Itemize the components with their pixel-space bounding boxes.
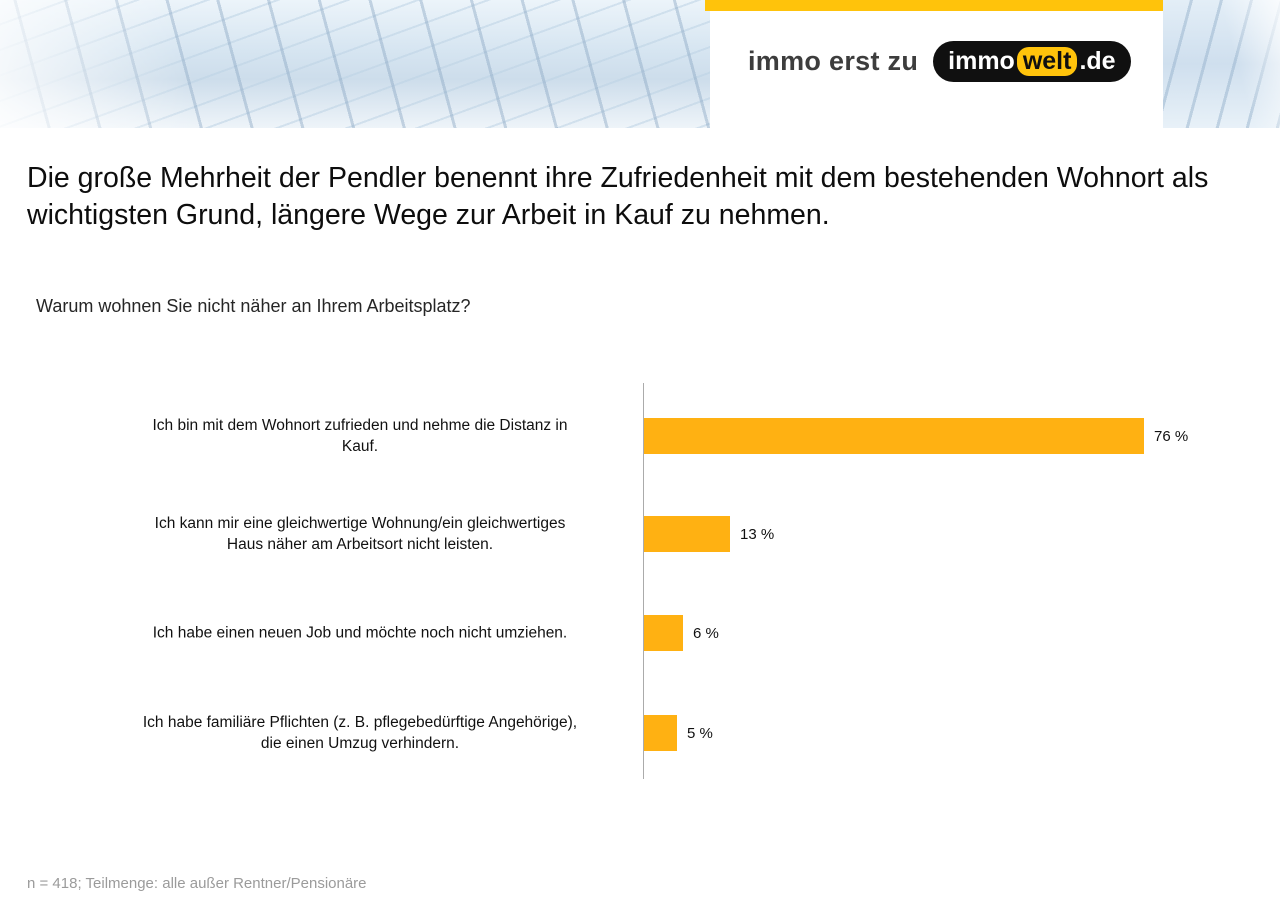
- bar: [644, 418, 1144, 454]
- category-label: Ich bin mit dem Wohnort zufrieden und ne…: [152, 417, 568, 455]
- category-label: Ich habe einen neuen Job und möchte noch…: [152, 624, 568, 642]
- page-title: Die große Mehrheit der Pendler benennt i…: [27, 162, 1209, 231]
- logo-text-immo: immo: [948, 47, 1015, 75]
- header-accent-bar: [705, 0, 1163, 11]
- bar: [644, 715, 677, 751]
- logo-text-welt: welt: [1016, 47, 1078, 76]
- chart-row: Ich habe einen neuen Job und möchte noch…: [0, 597, 1280, 669]
- logo-row: immo erst zu immo welt .de: [748, 41, 1131, 82]
- chart-axis: [643, 383, 644, 779]
- logo-tagline: immo erst zu: [748, 46, 919, 76]
- header-photo-left: [0, 0, 710, 128]
- chart-row: Ich kann mir eine gleichwertige Wohnung/…: [0, 498, 1280, 570]
- chart-question: Warum wohnen Sie nicht näher an Ihrem Ar…: [36, 296, 471, 316]
- header-banner: immo erst zu immo welt .de: [0, 0, 1280, 128]
- value-label: 76 %: [1154, 427, 1189, 445]
- sample-footnote: n = 418; Teilmenge: alle außer Rentner/P…: [27, 875, 367, 892]
- header-photo-right: [1163, 0, 1280, 128]
- value-label: 5 %: [687, 724, 713, 742]
- chart-row: Ich bin mit dem Wohnort zufrieden und ne…: [0, 400, 1280, 472]
- value-label: 6 %: [693, 624, 719, 642]
- value-label: 13 %: [740, 525, 775, 543]
- category-label: Ich kann mir eine gleichwertige Wohnung/…: [154, 515, 566, 553]
- chart-row: Ich habe familiäre Pflichten (z. B. pfle…: [0, 697, 1280, 769]
- bar: [644, 615, 683, 651]
- immowelt-logo: immo welt .de: [933, 41, 1131, 82]
- logo-text-de: .de: [1079, 47, 1116, 75]
- bar: [644, 516, 730, 552]
- category-label: Ich habe familiäre Pflichten (z. B. pfle…: [142, 714, 578, 752]
